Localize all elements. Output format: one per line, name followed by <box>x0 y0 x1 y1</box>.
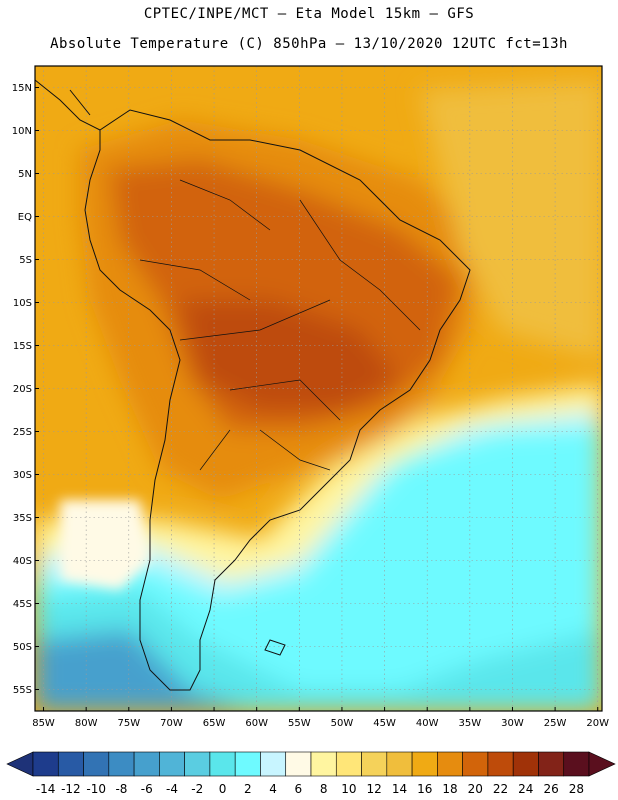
colorbar-label: 10 <box>341 782 356 796</box>
lat-label: 5S <box>19 255 32 266</box>
colorbar-swatch <box>411 751 438 777</box>
colorbar-swatch <box>57 751 84 777</box>
title-line-2: Absolute Temperature (C) 850hPa – 13/10/… <box>50 36 568 52</box>
colorbar-swatch <box>335 751 362 777</box>
colorbar-swatch <box>386 751 413 777</box>
colorbar-swatch <box>310 751 337 777</box>
colorbar-swatch <box>108 751 135 777</box>
core-hottest-fill <box>180 300 400 410</box>
coastlines <box>35 79 471 691</box>
colorbar-label: -6 <box>141 782 153 796</box>
lat-label: 10S <box>13 298 32 309</box>
lat-label: 40S <box>13 556 32 567</box>
lat-label: 45S <box>13 599 32 610</box>
lon-label: 40W <box>416 718 439 729</box>
colorbar-swatch <box>260 751 287 777</box>
lat-label: 35S <box>13 513 32 524</box>
lon-label: 20W <box>586 718 609 729</box>
lon-label: 50W <box>331 718 354 729</box>
colorbar-label: -4 <box>166 782 178 796</box>
southern-cone-cool-fill <box>60 500 150 590</box>
colorbar-label: 16 <box>417 782 432 796</box>
lat-label: 50S <box>13 642 32 653</box>
lon-label: 35W <box>459 718 482 729</box>
colorbar-swatch <box>361 751 388 777</box>
colorbar-label: 20 <box>468 782 483 796</box>
colorbar-swatch <box>159 751 185 777</box>
colorbar-label: -12 <box>61 782 81 796</box>
lon-label: 60W <box>245 718 268 729</box>
atlantic-pale-fill <box>420 80 602 360</box>
lat-label: 30S <box>13 470 32 481</box>
colorbar-swatch <box>133 751 160 777</box>
south-america-coastline <box>84 109 471 691</box>
lat-label: 20S <box>13 384 32 395</box>
lon-label: 75W <box>117 718 140 729</box>
lon-label: 25W <box>544 718 567 729</box>
lat-label: 55S <box>13 685 32 696</box>
colorbar-label: 8 <box>320 782 328 796</box>
colorbar-label: 12 <box>367 782 382 796</box>
colorbar-label: -8 <box>115 782 127 796</box>
colorbar-swatch <box>32 751 59 777</box>
colorbar-label: 28 <box>569 782 584 796</box>
country-borders <box>139 179 421 471</box>
colorbar: -14 -12 -10 -8 -6 -4 -2 0 2 4 6 8 10 12 14 16 18 20 22 24 26… <box>6 751 616 796</box>
lat-label: 15N <box>12 83 32 94</box>
colorbar-swatch <box>209 751 236 777</box>
colorbar-label: -2 <box>191 782 203 796</box>
lon-label: 85W <box>32 718 55 729</box>
colorbar-label: 0 <box>219 782 227 796</box>
colorbar-swatch <box>512 751 539 777</box>
colorbar-swatch <box>184 751 211 777</box>
longitude-labels: 85W 80W 75W 70W 65W 60W 55W 50W 45W 40W 35W 30W 25W 2… <box>32 707 609 729</box>
graticule <box>35 66 602 711</box>
lat-label: 25S <box>13 427 32 438</box>
colorbar-swatch <box>462 751 489 777</box>
colorbar-swatch <box>563 751 590 777</box>
colorbar-swatch <box>234 751 261 777</box>
colorbar-swatch <box>487 751 514 777</box>
colorbar-swatch <box>83 751 110 777</box>
colorbar-over-arrow <box>588 751 616 777</box>
lon-label: 55W <box>288 718 311 729</box>
title-line-1: CPTEC/INPE/MCT – Eta Model 15km – GFS <box>143 6 475 22</box>
lon-label: 80W <box>75 718 98 729</box>
colorbar-label: 2 <box>244 782 252 796</box>
colorbar-label: -14 <box>36 782 56 796</box>
colorbar-swatch <box>437 751 463 777</box>
colorbar-label: 4 <box>269 782 277 796</box>
falkland-islands <box>264 639 286 656</box>
colorbar-label: 18 <box>442 782 457 796</box>
colorbar-label: 24 <box>518 782 533 796</box>
lat-label: 5N <box>18 169 32 180</box>
colorbar-swatch <box>285 751 312 777</box>
colorbar-label: -10 <box>86 782 106 796</box>
colorbar-label: 22 <box>493 782 508 796</box>
central-america-coastline <box>35 79 101 131</box>
lat-label: EQ <box>18 212 32 223</box>
colorbar-label: 26 <box>543 782 558 796</box>
lon-label: 65W <box>203 718 226 729</box>
colorbar-swatch <box>538 751 565 777</box>
latitude-labels: 15N 10N 5N EQ 5S 10S 15S 20S 25S 30S 35S 40S 45S 50S 5… <box>12 83 39 696</box>
colorbar-under-arrow <box>6 751 34 777</box>
lon-label: 70W <box>160 718 183 729</box>
lat-label: 15S <box>13 341 32 352</box>
southern-darker-fill <box>35 630 250 711</box>
colorbar-label: 6 <box>295 782 303 796</box>
colorbar-label: 14 <box>392 782 407 796</box>
lon-label: 30W <box>501 718 524 729</box>
lon-label: 45W <box>373 718 396 729</box>
lat-label: 10N <box>12 126 32 137</box>
